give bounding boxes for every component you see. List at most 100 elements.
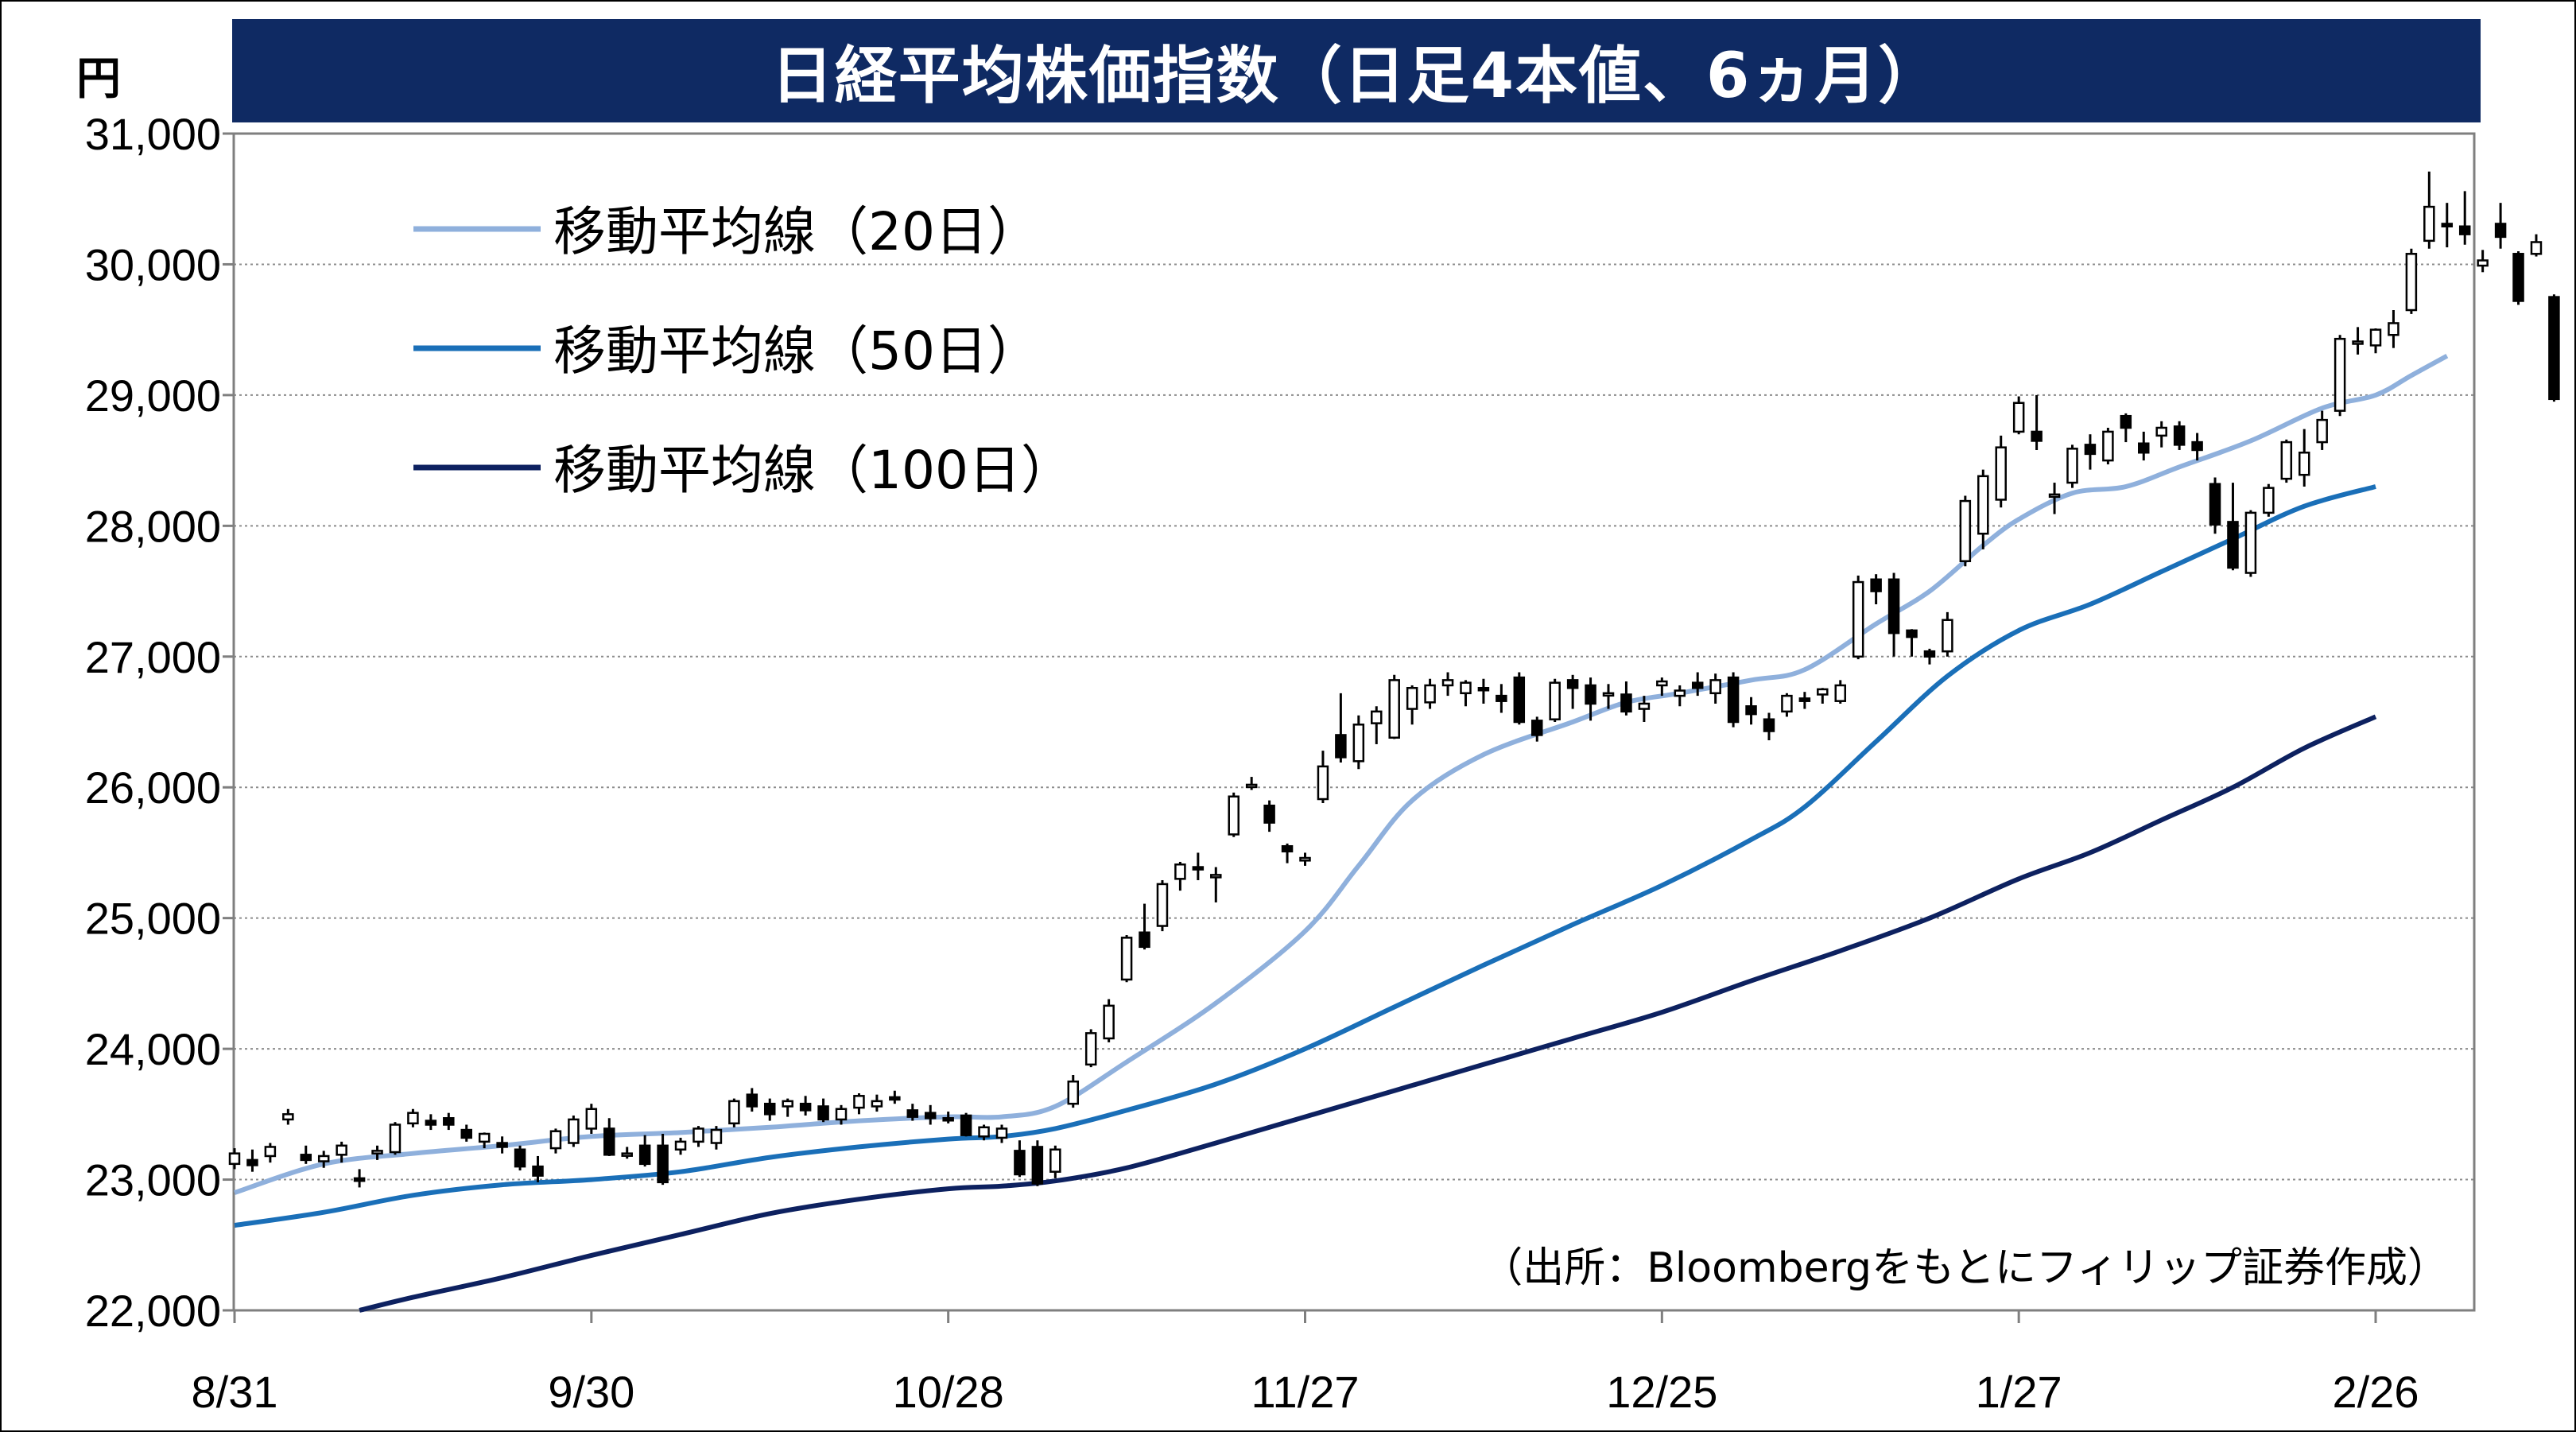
candlestick [728,1098,740,1127]
y-tick-label: 23,000 [85,1155,221,1205]
y-tick-label: 29,000 [85,371,221,421]
candle-body [1923,650,1936,658]
candle-body [2263,487,2275,514]
candlestick [1317,751,1329,803]
candle-body [1995,446,2007,501]
candlestick [924,1104,937,1125]
candle-body [2530,241,2543,255]
candlestick [371,1145,383,1160]
candlestick [1103,999,1115,1042]
candlestick [1192,852,1205,880]
candle-body [300,1154,312,1162]
candlestick [764,1098,776,1121]
gridlines [234,263,2474,1181]
candle-body [1549,681,1561,720]
candlestick [710,1126,723,1150]
candle-body [2388,322,2399,336]
candlestick [2423,171,2435,249]
candle-body [1192,866,1205,871]
candlestick [2441,203,2454,248]
candlestick [1906,629,1918,657]
candle-body [478,1132,491,1143]
candle-body [2120,414,2132,429]
candlestick [2477,250,2489,273]
candle-body [1852,580,1864,658]
candlestick [1620,681,1632,716]
candlestick [549,1128,562,1154]
candle-body [1781,694,1793,713]
candle-body [1139,931,1150,949]
legend-item: 移動平均線（20日） [413,201,1040,262]
candlestick [2227,483,2239,571]
candle-body [1709,679,1721,695]
candlestick [746,1088,758,1112]
candle-body [336,1144,347,1156]
candlestick [2280,439,2293,483]
candle-body [2494,223,2507,239]
candlestick [2191,433,2203,461]
candle-body [1496,694,1507,702]
candle-body [889,1096,901,1101]
candlestick [1781,693,1793,717]
candle-body [1352,724,1365,763]
candlestick [2084,434,2097,470]
candle-body [425,1120,437,1126]
candlestick [1656,677,1668,697]
candlestick [1477,678,1490,704]
candlestick [2405,248,2418,314]
chart-title-bar: 日経平均株価指数（日足4本値、6ヵ月） [232,19,2481,122]
x-tick-label: 12/25 [1606,1367,1717,1417]
candlestick [799,1096,812,1116]
candlestick [942,1112,954,1123]
candle-body [264,1146,277,1158]
candlestick [1530,716,1543,742]
y-tick-label: 25,000 [85,894,221,944]
candlestick [228,1148,241,1170]
candlestick [2244,510,2257,577]
candle-body [2441,223,2454,228]
candlestick [246,1149,258,1172]
candle-body [1174,863,1186,880]
candle-body [1263,804,1275,824]
candle-body [1602,692,1615,697]
candle-body [2102,430,2114,462]
y-tick-label: 27,000 [85,632,221,682]
candlestick [2120,413,2132,443]
candlestick [1228,792,1240,837]
candlestick [2155,421,2167,448]
candle-body [817,1105,829,1121]
candle-body [228,1152,241,1166]
candlestick [1817,688,1829,704]
candle-body [995,1127,1008,1139]
candlestick [1638,696,1651,722]
candle-body [585,1108,598,1130]
candle-body [1513,676,1526,724]
candlestick [978,1124,990,1141]
candle-body [1049,1148,1061,1173]
legend-item: 移動平均線（50日） [413,320,1040,382]
candle-body [657,1144,669,1184]
candlestick [817,1098,829,1123]
candlestick [1424,678,1436,709]
y-tick-label: 26,000 [85,763,221,813]
candle-body [2423,205,2435,243]
source-note: （出所：Bloombergをもとにフィリップ証券作成） [1481,1244,2449,1292]
candle-body [1887,578,1900,635]
candle-body [746,1093,758,1108]
candle-body [1335,734,1347,759]
candlestick [1923,648,1936,665]
candle-body [782,1100,793,1108]
candle-body [317,1155,330,1162]
candlestick [1887,572,1900,657]
candle-body [764,1102,776,1116]
candlestick [638,1135,651,1167]
candlestick [995,1124,1008,1143]
candle-body [371,1150,383,1155]
candlestick [889,1090,901,1104]
candle-body [960,1114,972,1136]
candle-body [2209,483,2221,526]
candle-body [853,1095,865,1109]
candle-body [282,1113,294,1121]
candle-body [1798,697,1811,702]
candlestick [2048,483,2061,514]
